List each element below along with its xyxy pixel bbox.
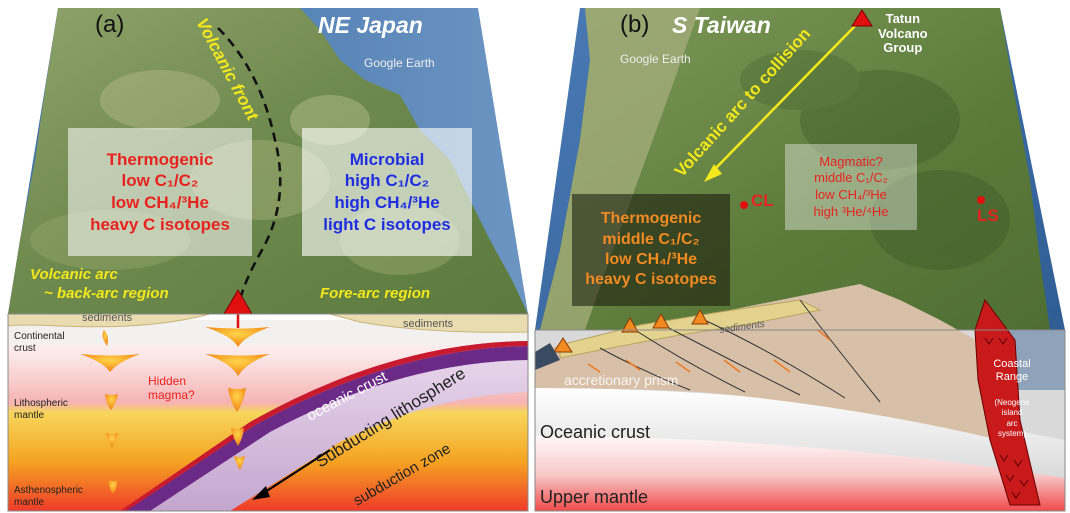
coastal-line1: Coastal xyxy=(993,358,1031,370)
panel-b-cl-dot xyxy=(740,201,748,209)
panel-a-volcanic-arc-label: Volcanic arc ~ back-arc region xyxy=(30,266,169,304)
thermogenic-a-line3: low CH₄/³He xyxy=(111,193,209,212)
continental-line2: crust xyxy=(14,342,36,354)
panel-a-letter: (a) xyxy=(95,11,125,38)
tatun-line1: Tatun xyxy=(885,11,921,26)
thermogenic-a-line2: low C₁/C₂ xyxy=(121,171,199,191)
panel-b-terrain xyxy=(740,50,1010,270)
neogene-line2: island xyxy=(1001,408,1023,418)
thermogenic-b-line2: middle C₁/C₂ xyxy=(602,230,700,248)
panel-b-coastal-v xyxy=(984,337,1029,499)
lithospheric-line2: mantle xyxy=(14,409,45,421)
lithospheric-line1: Lithospheric xyxy=(14,398,68,409)
panel-b-watermark: Google Earth xyxy=(620,52,691,66)
thermogenic-b-line1: Thermogenic xyxy=(600,210,702,228)
panel-b-letter: (b) xyxy=(620,11,650,38)
coastal-line2: Range xyxy=(995,370,1029,383)
panel-b-upper-mantle-label: Upper mantle xyxy=(540,487,649,507)
panel-a-lithospheric-mantle-label: Lithospheric mantle xyxy=(14,398,68,421)
asthenospheric-line1: Asthenospheric xyxy=(14,485,83,496)
hidden-magma-line2: magma? xyxy=(148,388,195,403)
panel-b-ls-dot xyxy=(977,196,985,204)
panel-b-upper-mantle xyxy=(535,430,1065,511)
volcanic-arc-line2: ~ back-arc region xyxy=(44,284,169,302)
panel-b-magmatic-box: Magmatic? middle C₁/C₂ low CH₄/³He high … xyxy=(785,144,917,230)
magmatic-line2: middle C₁/C₂ xyxy=(814,170,888,186)
magmatic-line3: low CH₄/³He xyxy=(815,187,887,202)
panel-b-thrusts xyxy=(599,299,881,403)
tatun-line2: Volcano xyxy=(878,25,928,41)
thermogenic-a-line4: heavy C isotopes xyxy=(90,214,230,234)
neogene-line1: (Neogene xyxy=(994,398,1030,407)
panel-b-arrows xyxy=(587,329,831,373)
volcanic-arc-line1: Volcanic arc xyxy=(30,266,118,283)
tatun-line3: Group xyxy=(883,40,923,56)
panel-b-thermogenic-box: Thermogenic middle C₁/C₂ low CH₄/³He hea… xyxy=(572,194,730,306)
panel-a-fore-arc-label: Fore-arc region xyxy=(320,285,431,302)
panel-b-cl-label: CL xyxy=(751,191,774,210)
magmatic-line1: Magmatic? xyxy=(819,153,883,169)
panel-a-magma xyxy=(80,327,270,494)
microbial-line2: high C₁/C₂ xyxy=(344,171,430,191)
panel-b-collision-arrow xyxy=(711,25,856,173)
panel-b-mud-volcanoes xyxy=(553,308,709,353)
thermogenic-a-line1: Thermogenic xyxy=(106,149,214,169)
neogene-line4: system) xyxy=(998,429,1026,439)
panel-b-coastal-range-label: Coastal Range xyxy=(980,358,1044,383)
panel-a-volcanic-front-line xyxy=(217,27,282,301)
panel-b-region: S Taiwan xyxy=(672,12,771,38)
panel-a-subducting-lithosphere xyxy=(140,348,528,511)
microbial-line4: light C isotopes xyxy=(323,214,451,234)
panel-b-accretionary-prism xyxy=(535,284,1000,440)
magmatic-line4: high ³He/⁴He xyxy=(813,203,889,219)
neogene-line3: arc xyxy=(1006,418,1018,428)
hidden-magma-line1: Hidden xyxy=(148,374,187,388)
asthenospheric-line2: mantle xyxy=(14,496,45,508)
panel-a-watermark: Google Earth xyxy=(364,56,435,70)
microbial-line3: high CH₄/³He xyxy=(334,193,440,212)
panel-b-accretionary-prism-label: accretionary prism xyxy=(564,372,679,388)
panel-b-oceanic-crust xyxy=(535,388,1065,478)
panel-a-thermogenic-box: Thermogenic low C₁/C₂ low CH₄/³He heavy … xyxy=(68,128,252,256)
thermogenic-b-line4: heavy C isotopes xyxy=(585,271,717,289)
panel-a-hidden-magma-label: Hidden magma? xyxy=(148,374,195,403)
panel-b-sediments xyxy=(559,299,822,359)
panel-a xyxy=(7,8,529,512)
microbial-line1: Microbial xyxy=(349,149,425,169)
panel-b-neogene-label: (Neogene island arc system) xyxy=(983,398,1041,440)
panel-b-tatun-label: Tatun Volcano Group xyxy=(878,11,928,56)
panel-a-asthenospheric-mantle-label: Asthenospheric mantle xyxy=(14,485,83,508)
panel-a-sediments-left: sediments xyxy=(82,312,133,324)
panel-a-sediment-left xyxy=(7,313,211,328)
panel-a-subduction-arrow xyxy=(261,449,331,495)
panel-b-oceanic-crust-label: Oceanic crust xyxy=(540,422,651,442)
panel-a-sediments-right: sediments xyxy=(403,318,454,330)
panel-a-microbial-box: Microbial high C₁/C₂ high CH₄/³He light … xyxy=(302,128,472,256)
panel-a-continental-crust-label: Continental crust xyxy=(14,331,65,354)
panel-b-ls-label: LS xyxy=(977,206,999,225)
panel-a-region: NE Japan xyxy=(318,12,423,38)
panel-b-tatun-volcano xyxy=(851,9,873,27)
thermogenic-b-line3: low CH₄/³He xyxy=(604,251,698,268)
continental-line1: Continental xyxy=(14,331,65,342)
panel-a-oceanic-crust xyxy=(126,346,528,511)
